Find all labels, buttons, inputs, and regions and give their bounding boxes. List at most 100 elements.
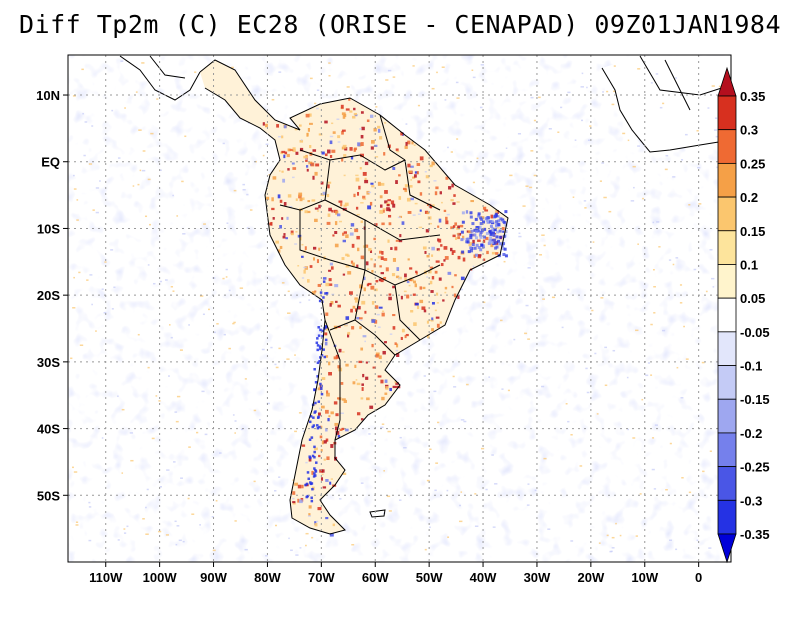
ocean-speckle xyxy=(567,288,570,291)
anomaly-speckle xyxy=(316,416,320,420)
ocean-speckle xyxy=(632,165,636,168)
anomaly-speckle xyxy=(387,199,391,202)
ocean-speckle xyxy=(286,358,290,360)
anomaly-speckle xyxy=(502,230,505,233)
anomaly-speckle xyxy=(327,149,331,154)
anomaly-speckle xyxy=(346,333,350,338)
lon-tick-label: 90W xyxy=(200,570,227,585)
anomaly-speckle xyxy=(414,171,419,174)
ocean-speckle xyxy=(141,62,145,64)
ocean-speckle xyxy=(83,154,86,157)
country-borders xyxy=(279,114,441,441)
ocean-speckle xyxy=(288,537,290,540)
anomaly-speckle xyxy=(495,215,500,218)
anomaly-speckle xyxy=(379,265,382,268)
anomaly-speckle xyxy=(349,232,354,236)
colorbar: 0.35 0.3 0.25 0.2 0.15 0.1 0.05 -0.05 -0.1 -0.15 -… xyxy=(717,66,770,564)
anomaly-speckle xyxy=(311,470,314,475)
ocean-speckle xyxy=(95,330,97,332)
anomaly-speckle xyxy=(477,254,482,257)
anomaly-speckle xyxy=(404,335,407,339)
anomaly-speckle xyxy=(453,293,457,298)
colorbar-label: 0.3 xyxy=(740,123,758,138)
anomaly-speckle xyxy=(409,185,413,188)
anomaly-speckle xyxy=(327,184,330,189)
ocean-speckle xyxy=(529,186,533,189)
anomaly-speckle xyxy=(343,399,347,404)
anomaly-speckle xyxy=(307,279,310,283)
anomaly-speckle xyxy=(493,238,497,242)
anomaly-speckle xyxy=(396,353,400,357)
anomaly-speckle xyxy=(345,428,349,432)
anomaly-speckle xyxy=(431,328,434,332)
anomaly-speckle xyxy=(377,125,381,129)
ocean-speckle xyxy=(362,198,367,200)
ocean-speckle xyxy=(424,170,427,173)
ocean-speckle xyxy=(331,122,334,125)
ocean-speckle xyxy=(534,489,537,492)
ocean-speckle xyxy=(88,163,93,165)
ocean-speckle xyxy=(170,285,174,288)
anomaly-speckle xyxy=(323,355,327,359)
anomaly-speckle xyxy=(357,142,361,147)
ocean-speckle xyxy=(121,408,125,411)
anomaly-speckle xyxy=(439,321,442,324)
lat-tick-label: 10S xyxy=(37,221,60,236)
anomaly-speckle xyxy=(317,387,322,391)
anomaly-speckle xyxy=(373,237,376,241)
anomaly-speckle xyxy=(379,210,384,214)
anomaly-speckle xyxy=(334,243,339,248)
ocean-speckle xyxy=(340,412,344,414)
anomaly-speckle xyxy=(328,371,333,376)
ocean-speckle xyxy=(182,233,186,235)
anomaly-speckle xyxy=(334,426,339,431)
anomaly-speckle xyxy=(323,440,327,444)
anomaly-speckle xyxy=(422,286,426,290)
anomaly-speckle xyxy=(361,383,364,386)
ocean-speckle xyxy=(615,522,617,525)
ocean-speckle xyxy=(188,324,190,326)
anomaly-speckle xyxy=(325,409,329,414)
ocean-speckle xyxy=(246,227,249,229)
anomaly-speckle xyxy=(431,246,435,251)
ocean-speckle xyxy=(485,488,488,491)
anomaly-speckle xyxy=(381,222,385,226)
ocean-speckle xyxy=(652,221,655,224)
ocean-speckle xyxy=(124,107,126,109)
anomaly-speckle xyxy=(308,457,312,462)
ocean-speckle xyxy=(234,432,236,434)
ocean-speckle xyxy=(453,386,457,388)
ocean-speckle xyxy=(145,533,149,535)
anomaly-speckle xyxy=(350,156,354,160)
anomaly-speckle xyxy=(383,152,386,156)
anomaly-speckle xyxy=(479,248,483,252)
ocean-speckle xyxy=(653,312,656,314)
anomaly-speckle xyxy=(400,336,403,340)
anomaly-speckle xyxy=(498,229,502,233)
anomaly-speckle xyxy=(326,392,330,397)
anomaly-speckle xyxy=(299,499,303,504)
anomaly-speckle xyxy=(281,170,284,173)
ocean-speckle xyxy=(78,271,81,274)
ocean-speckle xyxy=(176,525,180,527)
anomaly-speckle xyxy=(469,246,473,250)
ocean-speckle xyxy=(330,478,333,480)
ocean-speckle xyxy=(294,354,296,356)
anomaly-speckle xyxy=(318,454,321,458)
ocean-speckle xyxy=(388,510,392,512)
anomaly-speckle xyxy=(353,107,356,111)
colorbar-label: 0.2 xyxy=(740,190,758,205)
anomaly-speckle xyxy=(384,341,387,344)
ocean-speckle xyxy=(228,347,231,350)
ocean-speckle xyxy=(651,468,655,471)
anomaly-speckle xyxy=(314,380,318,384)
anomaly-speckle xyxy=(369,249,373,253)
anomaly-speckle xyxy=(501,218,505,222)
anomaly-speckle xyxy=(292,167,297,170)
ocean-speckle xyxy=(270,346,273,349)
anomaly-speckle xyxy=(377,375,382,378)
anomaly-speckle xyxy=(442,299,445,302)
anomaly-speckle xyxy=(484,209,489,212)
anomaly-speckle xyxy=(374,223,378,226)
